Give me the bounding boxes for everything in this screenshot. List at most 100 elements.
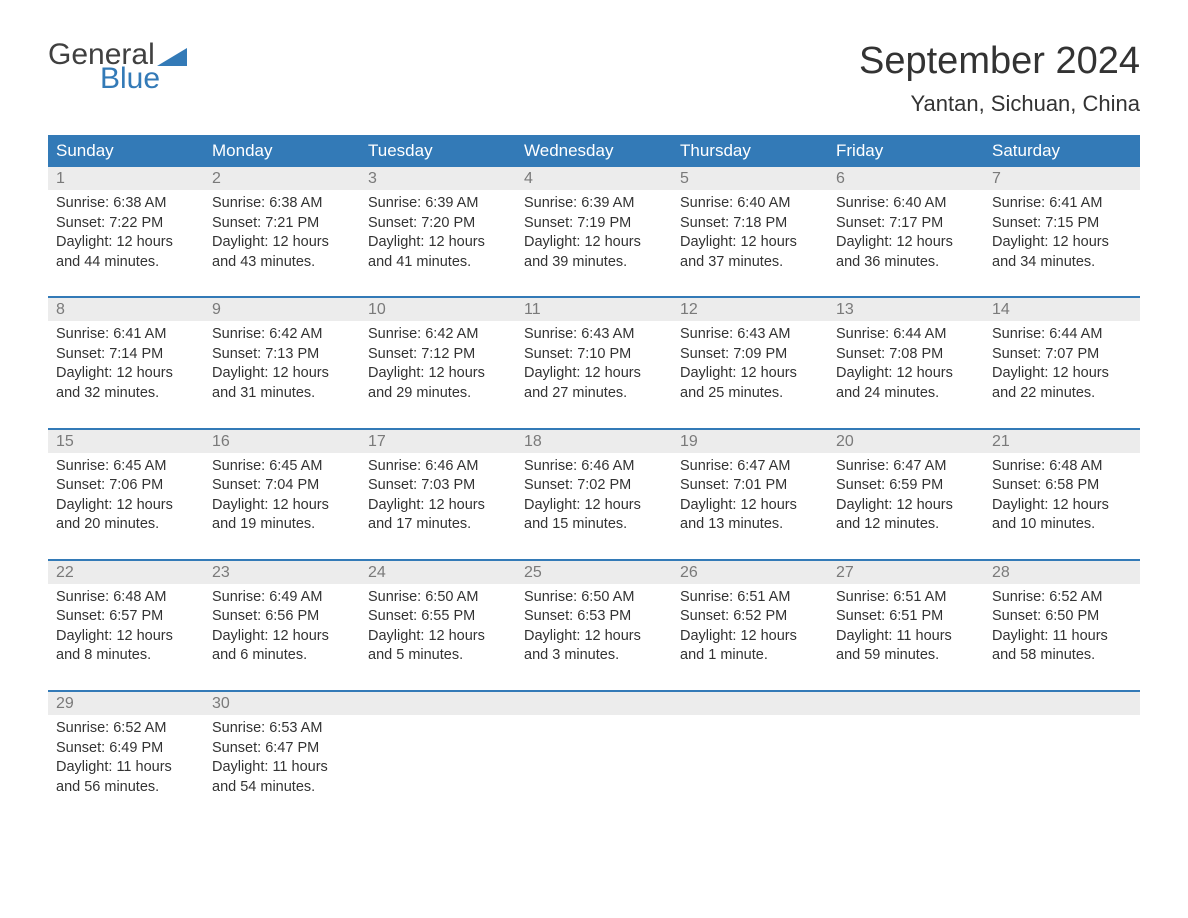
day-detail: Sunrise: 6:42 AMSunset: 7:12 PMDaylight:… (360, 321, 516, 409)
daylight-text-1: Daylight: 12 hours (56, 627, 196, 647)
sunrise-text: Sunrise: 6:50 AM (524, 588, 664, 608)
day-number: 7 (984, 167, 1140, 190)
logo-text-blue: Blue (100, 64, 187, 94)
sunrise-text: Sunrise: 6:41 AM (992, 194, 1132, 214)
day-detail: Sunrise: 6:38 AMSunset: 7:21 PMDaylight:… (204, 190, 360, 278)
daylight-text-2: and 8 minutes. (56, 646, 196, 666)
day-detail: Sunrise: 6:45 AMSunset: 7:04 PMDaylight:… (204, 453, 360, 541)
calendar: Sunday Monday Tuesday Wednesday Thursday… (48, 135, 1140, 803)
daylight-text-1: Daylight: 12 hours (524, 233, 664, 253)
daylight-text-2: and 22 minutes. (992, 384, 1132, 404)
daylight-text-2: and 54 minutes. (212, 778, 352, 798)
day-number (516, 692, 672, 715)
daylight-text-1: Daylight: 12 hours (836, 233, 976, 253)
day-cell: 5Sunrise: 6:40 AMSunset: 7:18 PMDaylight… (672, 167, 828, 278)
daylight-text-1: Daylight: 11 hours (212, 758, 352, 778)
sunset-text: Sunset: 7:22 PM (56, 214, 196, 234)
daylight-text-2: and 32 minutes. (56, 384, 196, 404)
day-cell (984, 692, 1140, 803)
sunset-text: Sunset: 7:08 PM (836, 345, 976, 365)
weekday-saturday: Saturday (984, 135, 1140, 167)
weekday-friday: Friday (828, 135, 984, 167)
day-cell: 27Sunrise: 6:51 AMSunset: 6:51 PMDayligh… (828, 561, 984, 672)
day-detail: Sunrise: 6:53 AMSunset: 6:47 PMDaylight:… (204, 715, 360, 803)
day-number: 4 (516, 167, 672, 190)
weekday-tuesday: Tuesday (360, 135, 516, 167)
daylight-text-1: Daylight: 12 hours (836, 496, 976, 516)
daylight-text-2: and 29 minutes. (368, 384, 508, 404)
daylight-text-1: Daylight: 12 hours (680, 496, 820, 516)
day-cell: 4Sunrise: 6:39 AMSunset: 7:19 PMDaylight… (516, 167, 672, 278)
day-number (828, 692, 984, 715)
sunrise-text: Sunrise: 6:47 AM (680, 457, 820, 477)
daylight-text-2: and 10 minutes. (992, 515, 1132, 535)
day-detail: Sunrise: 6:52 AMSunset: 6:49 PMDaylight:… (48, 715, 204, 803)
day-cell: 17Sunrise: 6:46 AMSunset: 7:03 PMDayligh… (360, 430, 516, 541)
daylight-text-2: and 39 minutes. (524, 253, 664, 273)
day-detail: Sunrise: 6:41 AMSunset: 7:15 PMDaylight:… (984, 190, 1140, 278)
day-number: 19 (672, 430, 828, 453)
day-detail: Sunrise: 6:47 AMSunset: 6:59 PMDaylight:… (828, 453, 984, 541)
day-detail: Sunrise: 6:44 AMSunset: 7:07 PMDaylight:… (984, 321, 1140, 409)
daylight-text-1: Daylight: 12 hours (680, 364, 820, 384)
day-cell: 3Sunrise: 6:39 AMSunset: 7:20 PMDaylight… (360, 167, 516, 278)
daylight-text-2: and 13 minutes. (680, 515, 820, 535)
day-detail: Sunrise: 6:52 AMSunset: 6:50 PMDaylight:… (984, 584, 1140, 672)
sunset-text: Sunset: 6:56 PM (212, 607, 352, 627)
daylight-text-2: and 1 minute. (680, 646, 820, 666)
day-cell: 26Sunrise: 6:51 AMSunset: 6:52 PMDayligh… (672, 561, 828, 672)
day-number: 27 (828, 561, 984, 584)
sunset-text: Sunset: 7:15 PM (992, 214, 1132, 234)
sunrise-text: Sunrise: 6:40 AM (836, 194, 976, 214)
daylight-text-2: and 5 minutes. (368, 646, 508, 666)
day-cell: 29Sunrise: 6:52 AMSunset: 6:49 PMDayligh… (48, 692, 204, 803)
week-row: 8Sunrise: 6:41 AMSunset: 7:14 PMDaylight… (48, 296, 1140, 409)
day-detail: Sunrise: 6:46 AMSunset: 7:02 PMDaylight:… (516, 453, 672, 541)
daylight-text-2: and 3 minutes. (524, 646, 664, 666)
day-detail (360, 715, 516, 795)
daylight-text-2: and 41 minutes. (368, 253, 508, 273)
day-cell: 23Sunrise: 6:49 AMSunset: 6:56 PMDayligh… (204, 561, 360, 672)
daylight-text-1: Daylight: 12 hours (524, 627, 664, 647)
daylight-text-2: and 12 minutes. (836, 515, 976, 535)
day-number: 5 (672, 167, 828, 190)
daylight-text-1: Daylight: 11 hours (56, 758, 196, 778)
daylight-text-2: and 20 minutes. (56, 515, 196, 535)
daylight-text-1: Daylight: 12 hours (992, 364, 1132, 384)
sunrise-text: Sunrise: 6:45 AM (56, 457, 196, 477)
day-cell: 19Sunrise: 6:47 AMSunset: 7:01 PMDayligh… (672, 430, 828, 541)
sunset-text: Sunset: 6:57 PM (56, 607, 196, 627)
day-number: 8 (48, 298, 204, 321)
sunrise-text: Sunrise: 6:42 AM (212, 325, 352, 345)
day-number: 6 (828, 167, 984, 190)
sunrise-text: Sunrise: 6:42 AM (368, 325, 508, 345)
day-number: 12 (672, 298, 828, 321)
title-block: September 2024 Yantan, Sichuan, China (859, 40, 1140, 117)
daylight-text-1: Daylight: 12 hours (680, 627, 820, 647)
sunset-text: Sunset: 6:59 PM (836, 476, 976, 496)
weeks-container: 1Sunrise: 6:38 AMSunset: 7:22 PMDaylight… (48, 167, 1140, 803)
day-detail: Sunrise: 6:48 AMSunset: 6:57 PMDaylight:… (48, 584, 204, 672)
header-row: General Blue September 2024 Yantan, Sich… (48, 40, 1140, 117)
day-cell (672, 692, 828, 803)
day-detail: Sunrise: 6:43 AMSunset: 7:10 PMDaylight:… (516, 321, 672, 409)
sunset-text: Sunset: 7:19 PM (524, 214, 664, 234)
day-number: 24 (360, 561, 516, 584)
daylight-text-1: Daylight: 12 hours (368, 364, 508, 384)
day-cell (828, 692, 984, 803)
sunset-text: Sunset: 7:17 PM (836, 214, 976, 234)
daylight-text-1: Daylight: 12 hours (212, 496, 352, 516)
daylight-text-1: Daylight: 11 hours (836, 627, 976, 647)
day-detail: Sunrise: 6:42 AMSunset: 7:13 PMDaylight:… (204, 321, 360, 409)
weekday-wednesday: Wednesday (516, 135, 672, 167)
sunrise-text: Sunrise: 6:38 AM (56, 194, 196, 214)
sunset-text: Sunset: 6:55 PM (368, 607, 508, 627)
location-label: Yantan, Sichuan, China (859, 91, 1140, 117)
day-detail: Sunrise: 6:40 AMSunset: 7:18 PMDaylight:… (672, 190, 828, 278)
day-number (984, 692, 1140, 715)
daylight-text-1: Daylight: 12 hours (680, 233, 820, 253)
day-cell: 18Sunrise: 6:46 AMSunset: 7:02 PMDayligh… (516, 430, 672, 541)
day-cell: 7Sunrise: 6:41 AMSunset: 7:15 PMDaylight… (984, 167, 1140, 278)
day-cell: 28Sunrise: 6:52 AMSunset: 6:50 PMDayligh… (984, 561, 1140, 672)
day-cell: 6 Sunrise: 6:40 AMSunset: 7:17 PMDaylight… (828, 167, 984, 278)
